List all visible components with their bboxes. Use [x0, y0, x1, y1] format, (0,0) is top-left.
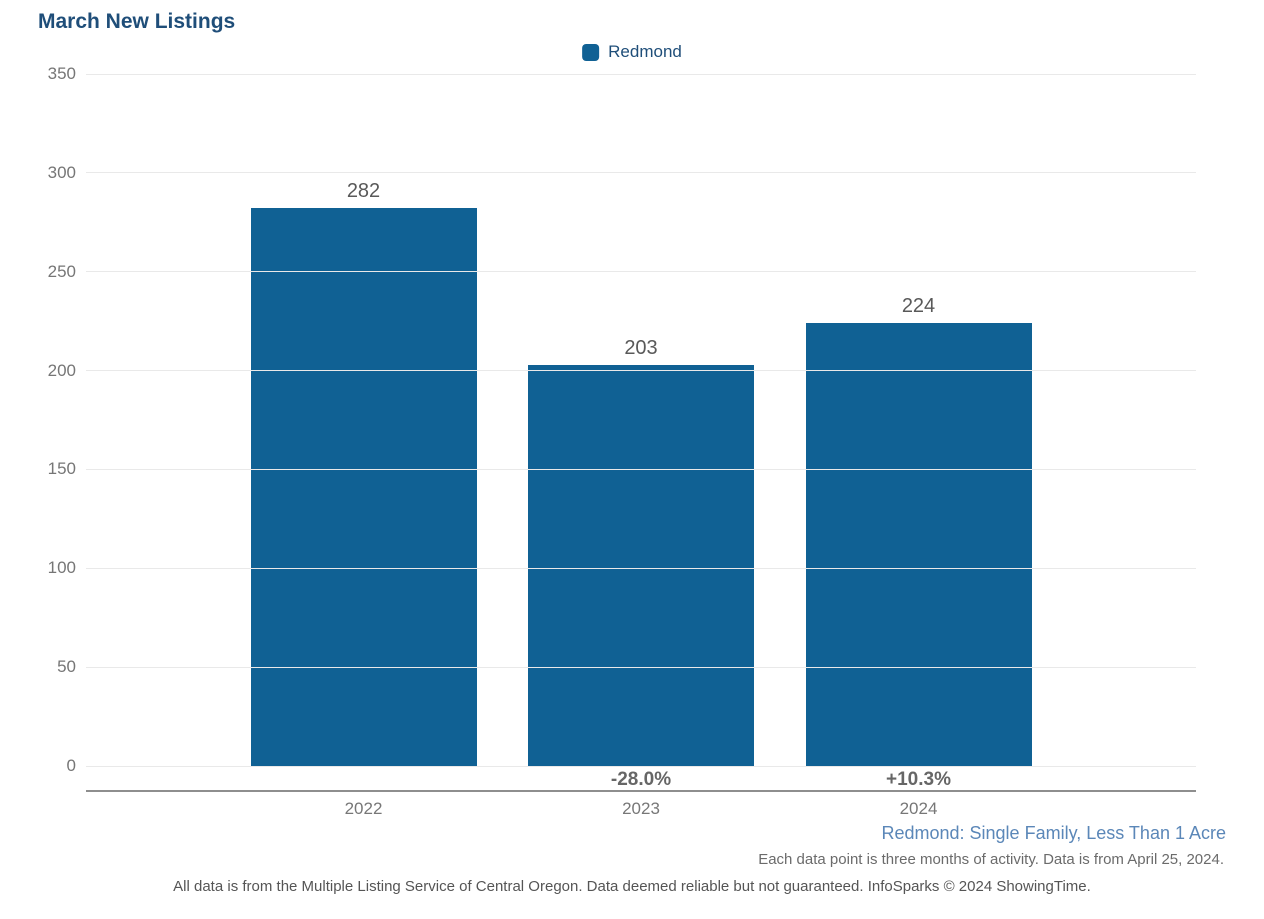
gridline [86, 468, 1196, 470]
bar-2022[interactable] [250, 208, 477, 766]
bar-value-label: 203 [624, 336, 658, 359]
gridline [86, 172, 1196, 174]
legend-swatch-icon [582, 43, 600, 61]
disclaimer-note: All data is from the Multiple Listing Se… [173, 878, 1091, 895]
x-tick-label-2024: 2024 [899, 799, 938, 818]
gridline [86, 370, 1196, 372]
bar-2024[interactable] [805, 323, 1032, 766]
gridline [86, 666, 1196, 668]
y-tick-label: 200 [47, 360, 76, 380]
y-tick-label: 300 [47, 162, 76, 182]
bar-pct-label: -28.0% [610, 769, 672, 790]
x-tick-label-2023: 2023 [622, 799, 660, 818]
y-tick-label: 250 [47, 261, 76, 281]
bar-2023[interactable] [528, 364, 754, 766]
x-axis-line [86, 790, 1196, 792]
gridline [86, 765, 1196, 767]
gridline [86, 567, 1196, 569]
y-tick-label: 0 [66, 756, 76, 775]
y-tick-label: 50 [57, 657, 76, 677]
legend-label: Redmond [608, 42, 682, 61]
y-tick-label: 100 [47, 558, 76, 578]
data-note: Each data point is three months of activ… [758, 851, 1224, 868]
bar-group: 203 -28.0% 2023 [528, 74, 754, 818]
legend-item-redmond[interactable]: Redmond [582, 42, 682, 62]
chart-title: March New Listings [38, 10, 236, 33]
bar-value-label: 224 [901, 295, 936, 318]
gridline [86, 73, 1196, 75]
y-tick-label: 350 [47, 64, 76, 83]
gridline [86, 271, 1196, 273]
x-tick-label-2022: 2022 [344, 799, 383, 818]
bar-group: 224 +10.3% 2024 [805, 74, 1032, 818]
bar-value-label: 282 [346, 180, 381, 203]
plot-area: 282 2022 203 -28.0% 2023 224 +10.3% 2024 [86, 73, 1196, 818]
segment-note: Redmond: Single Family, Less Than 1 Acre [881, 823, 1226, 843]
bar-group: 282 2022 [250, 74, 477, 818]
bar-pct-label: +10.3% [886, 769, 951, 790]
y-tick-label: 150 [47, 459, 76, 479]
